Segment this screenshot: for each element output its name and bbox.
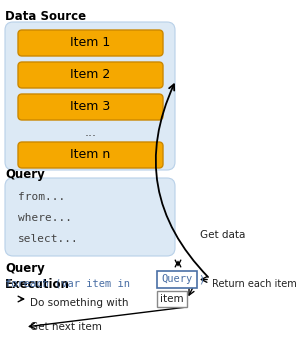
Text: Item n: Item n [70, 148, 111, 161]
Text: select...: select... [18, 234, 79, 244]
Text: ...: ... [85, 126, 96, 139]
FancyBboxPatch shape [18, 30, 163, 56]
FancyBboxPatch shape [5, 22, 175, 170]
Text: Query: Query [5, 168, 45, 181]
Text: Query: Query [161, 274, 193, 285]
Text: from...: from... [18, 192, 65, 202]
Text: foreach (var item in: foreach (var item in [5, 279, 136, 289]
Text: Do something with: Do something with [30, 298, 132, 308]
Text: Item 1: Item 1 [70, 36, 111, 49]
FancyBboxPatch shape [157, 271, 197, 288]
Text: where...: where... [18, 213, 72, 223]
Text: item: item [160, 294, 184, 304]
Text: ): ) [198, 274, 204, 285]
Text: Item 2: Item 2 [70, 69, 111, 82]
FancyBboxPatch shape [157, 291, 187, 307]
Text: Item 3: Item 3 [70, 100, 111, 113]
Text: Return each item: Return each item [212, 279, 297, 289]
FancyBboxPatch shape [18, 142, 163, 168]
Text: Get next item: Get next item [30, 322, 102, 332]
Text: Data Source: Data Source [5, 10, 86, 23]
Text: Get data: Get data [200, 230, 245, 240]
Text: Query
Execution: Query Execution [5, 262, 70, 291]
FancyBboxPatch shape [18, 94, 163, 120]
FancyBboxPatch shape [18, 62, 163, 88]
FancyBboxPatch shape [5, 178, 175, 256]
